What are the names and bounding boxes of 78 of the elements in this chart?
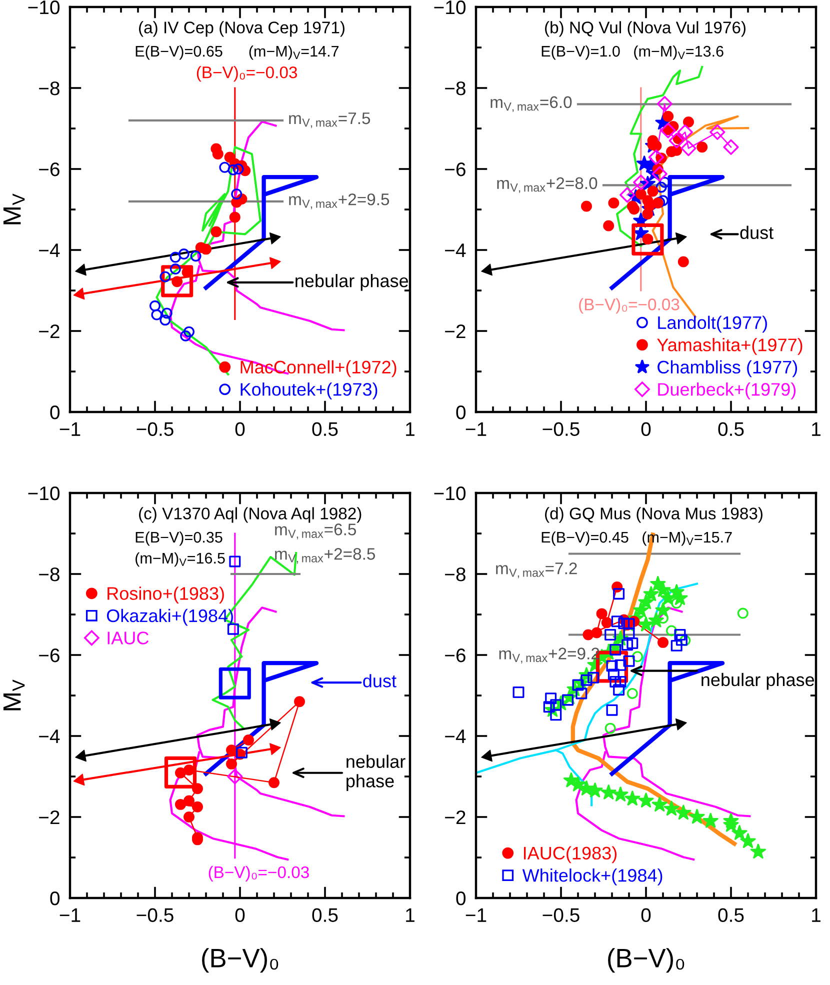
x-tick-label: −0.5 bbox=[542, 908, 580, 922]
y-tick-label: 0 bbox=[50, 891, 60, 906]
x-tick-label: −0.5 bbox=[136, 422, 174, 436]
y-tick-label: 0 bbox=[456, 891, 466, 906]
y-tick-label: −4 bbox=[445, 244, 466, 258]
x-tick-label: 0 bbox=[641, 422, 651, 436]
y-tick-label: −8 bbox=[39, 81, 60, 96]
legend-label: Rosino+(1983) bbox=[108, 586, 224, 604]
y-tick-label: −10 bbox=[28, 0, 60, 14]
legend-label: Whitelock+(1984) bbox=[522, 868, 662, 886]
x-tick-label: −1 bbox=[60, 422, 80, 436]
legend-label: IAUC bbox=[108, 632, 149, 644]
x-tick-label: 0 bbox=[235, 908, 245, 922]
annotation: m$_{V,max}$=6.0 bbox=[490, 96, 572, 112]
y-tick-label: −8 bbox=[445, 81, 466, 96]
text: (d) GQ Mus (Nova Mus 1983) bbox=[545, 507, 762, 523]
x-tick-label: 0.5 bbox=[718, 908, 744, 922]
x-tick-label: 1 bbox=[812, 422, 820, 436]
y-tick-label: −2 bbox=[445, 324, 466, 338]
y-tick-label: −6 bbox=[445, 648, 466, 662]
legend-label: Yamashita+(1977) bbox=[657, 338, 802, 355]
annotation: m$_{V,max}$+2=9.5 bbox=[289, 193, 390, 210]
annotation: dust bbox=[740, 226, 774, 240]
y-tick-label: −4 bbox=[39, 730, 60, 744]
annotation: dust bbox=[363, 674, 396, 688]
x-axis-title: (B−V)₀ bbox=[608, 948, 684, 973]
x-tick-label: 0.5 bbox=[312, 908, 338, 922]
y-tick-label: −10 bbox=[434, 0, 466, 14]
x-tick-label: 1 bbox=[406, 908, 414, 922]
y-axis-title: M$_{V}$ bbox=[3, 680, 25, 710]
y-tick-label: −2 bbox=[39, 810, 60, 824]
text: (c) V1370 Aql (Nova Aql 1982) bbox=[139, 507, 362, 523]
legend-label: Landolt(1977) bbox=[658, 316, 767, 333]
ref-line-label: (B−V)₀=−0.03 bbox=[579, 298, 680, 314]
annotation: nebular phase bbox=[296, 274, 408, 291]
annotation: nebular phase bbox=[346, 754, 406, 791]
legend-label: Duerbeck+(1979) bbox=[658, 382, 796, 400]
legend-label: IAUC(1983) bbox=[524, 846, 617, 864]
y-tick-label: −8 bbox=[445, 567, 466, 582]
x-axis-title: (B−V)₀ bbox=[202, 948, 278, 973]
text: E(B−V)=1.0 (m−M)$_{V}$=13.6 bbox=[542, 45, 724, 60]
y-tick-label: −4 bbox=[445, 730, 466, 744]
annotation: m$_{V,max}$=6.5 bbox=[275, 524, 356, 540]
ref-line-label: (B−V)₀=−0.03 bbox=[196, 66, 298, 82]
y-tick-label: −8 bbox=[39, 567, 60, 582]
y-tick-label: −10 bbox=[28, 486, 60, 500]
text: (a) IV Cep (Nova Cep 1971) bbox=[139, 21, 344, 37]
x-tick-label: 1 bbox=[812, 908, 820, 922]
y-tick-label: −6 bbox=[39, 648, 60, 662]
annotation: m$_{V,max}$+2=8.0 bbox=[497, 177, 598, 194]
x-tick-label: 0 bbox=[235, 422, 245, 436]
annotation: nebular phase bbox=[702, 672, 814, 690]
x-tick-label: −1 bbox=[466, 908, 486, 922]
annotation: m$_{V,max}$=7.2 bbox=[496, 562, 577, 578]
y-tick-label: 0 bbox=[50, 405, 60, 420]
x-tick-label: 0.5 bbox=[312, 422, 338, 436]
y-tick-label: 0 bbox=[456, 405, 466, 420]
y-tick-label: −6 bbox=[445, 162, 466, 176]
y-tick-label: −4 bbox=[39, 244, 60, 258]
y-axis-title: M$_{V}$ bbox=[3, 194, 25, 224]
x-tick-label: 0.5 bbox=[718, 422, 744, 436]
annotation: m$_{V,max}$=7.5 bbox=[289, 112, 370, 128]
x-tick-label: −0.5 bbox=[136, 908, 174, 922]
legend-label: Chambliss (1977) bbox=[658, 360, 798, 378]
y-tick-label: −6 bbox=[39, 162, 60, 176]
ref-line-label: (B−V)₀=−0.03 bbox=[208, 866, 309, 882]
legend-label: Kohoutek+(1973) bbox=[240, 382, 378, 400]
y-tick-label: −2 bbox=[39, 324, 60, 338]
x-tick-label: 1 bbox=[406, 422, 414, 436]
y-tick-label: −10 bbox=[434, 486, 466, 500]
text: E(B−V)=0.35 (m−M)$_{V}$=16.5 bbox=[136, 531, 225, 567]
x-tick-label: −0.5 bbox=[542, 422, 580, 436]
x-tick-label: −1 bbox=[466, 422, 486, 436]
x-tick-label: −1 bbox=[60, 908, 80, 922]
text: E(B−V)=0.65 (m−M)$_{V}$=14.7 bbox=[136, 45, 339, 60]
text: (b) NQ Vul (Nova Vul 1976) bbox=[545, 21, 746, 37]
y-tick-label: −2 bbox=[445, 810, 466, 824]
x-tick-label: 0 bbox=[641, 908, 651, 922]
